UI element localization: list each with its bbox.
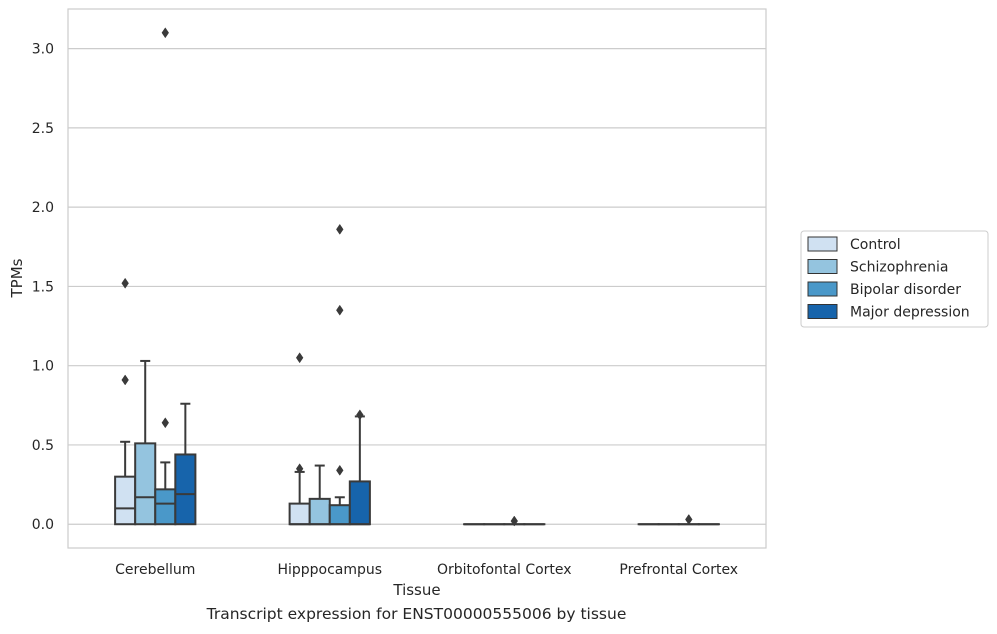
y-tick-label: 2.0	[32, 200, 54, 216]
x-tick-label: Prefrontal Cortex	[619, 562, 738, 578]
y-tick-label: 0.0	[32, 517, 54, 533]
outlier-point	[510, 515, 518, 527]
outlier-point	[356, 409, 364, 421]
y-tick-label: 0.5	[32, 438, 54, 454]
box-bipolar-disorder	[503, 515, 526, 527]
y-tick-label: 3.0	[32, 42, 54, 58]
box-major-depression	[348, 409, 371, 526]
legend-swatch	[807, 281, 838, 297]
y-tick-label: 2.5	[32, 121, 54, 137]
x-axis-label: Tissue	[392, 581, 440, 599]
box-iqr	[288, 502, 311, 526]
x-tick-label: Orbitofontal Cortex	[437, 562, 572, 578]
box-iqr	[348, 480, 371, 526]
y-tick-label: 1.0	[32, 359, 54, 375]
legend-label: Bipolar disorder	[850, 282, 961, 298]
y-tick-label: 1.5	[32, 279, 54, 295]
gridlines	[68, 48, 766, 525]
box-bipolar-disorder	[328, 223, 351, 526]
outlier-point	[121, 277, 129, 289]
box-iqr	[134, 442, 157, 526]
outlier-point	[336, 464, 344, 476]
box-schizophrenia	[134, 359, 157, 526]
outlier-point	[336, 223, 344, 235]
legend-label: Major depression	[850, 305, 970, 321]
outlier-point	[161, 417, 169, 429]
legend-label: Schizophrenia	[850, 260, 948, 276]
legend-swatch	[807, 259, 838, 274]
box-iqr	[308, 497, 331, 526]
box-iqr	[114, 475, 137, 526]
outlier-point	[295, 463, 304, 475]
legend-swatch	[807, 236, 838, 252]
boxes	[114, 27, 720, 527]
box-iqr	[174, 453, 197, 526]
outlier-point	[685, 514, 693, 525]
box-schizophrenia	[308, 464, 331, 526]
outlier-point	[121, 374, 129, 386]
legend-swatch	[807, 304, 838, 319]
x-axis-ticks: Cerebellum Hipppocampus Orbitofontal Corte…	[115, 562, 738, 578]
box-iqr	[154, 488, 177, 526]
x-tick-label: Hipppocampus	[277, 562, 382, 578]
box-bipolar-disorder	[154, 27, 177, 526]
y-axis-label: TPMs	[8, 258, 26, 298]
box-control	[114, 277, 137, 526]
outlier-point	[336, 304, 344, 316]
box-iqr	[328, 504, 351, 526]
box-bipolar-disorder	[677, 514, 700, 526]
outlier-point	[295, 352, 304, 364]
chart-caption: Transcript expression for ENST0000055500…	[206, 605, 627, 623]
y-axis-ticks: 0.0 0.5 1.0 1.5 2.0 2.5 3.0	[32, 42, 54, 534]
x-tick-label: Cerebellum	[115, 562, 195, 578]
legend-frame	[800, 230, 989, 328]
legend: Control Schizophrenia Bipolar disorder Majo…	[800, 230, 989, 328]
legend-label: Control	[850, 237, 901, 253]
outlier-point	[161, 27, 169, 39]
box-control	[288, 352, 311, 526]
plot-area-frame	[67, 8, 767, 549]
box-major-depression	[174, 402, 197, 526]
